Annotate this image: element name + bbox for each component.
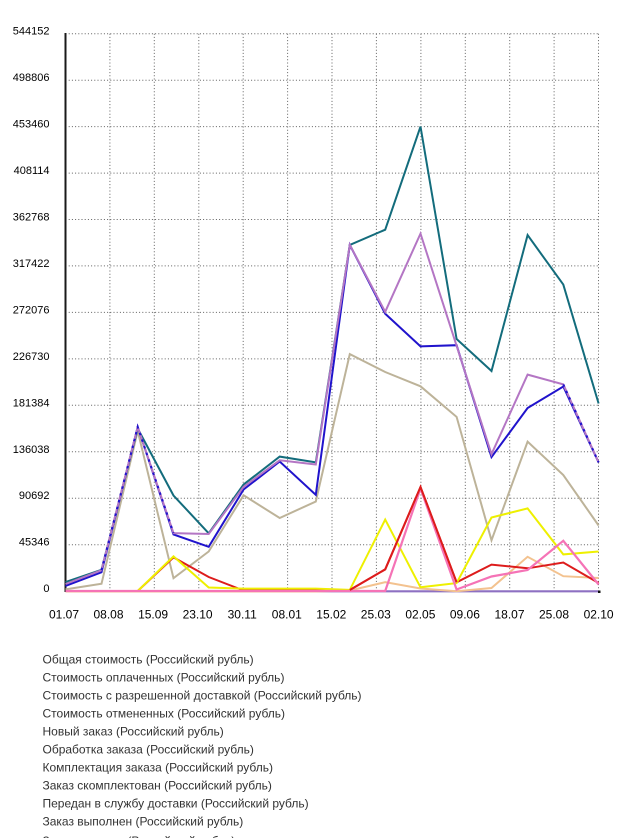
svg-text:02.05: 02.05 — [405, 608, 435, 622]
svg-text:25.08: 25.08 — [539, 608, 569, 622]
svg-text:362768: 362768 — [13, 212, 50, 224]
svg-text:45346: 45346 — [19, 537, 50, 549]
svg-text:Обработка заказа (Российский р: Обработка заказа (Российский рубль) — [43, 743, 254, 757]
svg-text:Заказ отменен (Российский рубл: Заказ отменен (Российский рубль) — [43, 834, 236, 838]
svg-text:544152: 544152 — [13, 26, 50, 38]
svg-text:25.03: 25.03 — [361, 608, 391, 622]
svg-text:Новый заказ (Российский рубль): Новый заказ (Российский рубль) — [43, 725, 224, 739]
svg-text:08.08: 08.08 — [93, 608, 123, 622]
svg-text:02.10: 02.10 — [584, 608, 614, 622]
svg-text:498806: 498806 — [13, 72, 50, 84]
svg-text:Комплектация заказа (Российски: Комплектация заказа (Российский рубль) — [43, 761, 273, 775]
svg-text:09.06: 09.06 — [450, 608, 480, 622]
svg-text:181384: 181384 — [13, 397, 50, 409]
svg-text:18.07: 18.07 — [494, 608, 524, 622]
svg-text:Стоимость с разрешенной достав: Стоимость с разрешенной доставкой (Росси… — [43, 689, 362, 703]
svg-text:272076: 272076 — [13, 304, 50, 316]
svg-text:317422: 317422 — [13, 258, 50, 270]
svg-text:90692: 90692 — [19, 490, 50, 502]
svg-text:Общая стоимость (Российский ру: Общая стоимость (Российский рубль) — [43, 653, 254, 667]
svg-text:Стоимость отмененных (Российск: Стоимость отмененных (Российский рубль) — [43, 707, 286, 721]
svg-text:226730: 226730 — [13, 351, 50, 363]
svg-text:23.10: 23.10 — [183, 608, 213, 622]
svg-text:453460: 453460 — [13, 119, 50, 131]
svg-text:08.01: 08.01 — [272, 608, 302, 622]
svg-text:01.07: 01.07 — [49, 608, 79, 622]
svg-text:Передан в службу доставки (Рос: Передан в службу доставки (Российский ру… — [43, 797, 309, 811]
svg-text:30.11: 30.11 — [228, 608, 257, 622]
svg-text:408114: 408114 — [14, 165, 50, 177]
svg-text:0: 0 — [43, 583, 49, 595]
svg-text:15.09: 15.09 — [138, 608, 168, 622]
svg-text:15.02: 15.02 — [316, 608, 346, 622]
svg-text:Заказ выполнен (Российский руб: Заказ выполнен (Российский рубль) — [43, 815, 244, 829]
svg-text:Заказ скомплектован (Российски: Заказ скомплектован (Российский рубль) — [43, 779, 272, 793]
svg-text:136038: 136038 — [13, 444, 50, 456]
svg-text:Стоимость оплаченных (Российск: Стоимость оплаченных (Российский рубль) — [43, 671, 285, 685]
